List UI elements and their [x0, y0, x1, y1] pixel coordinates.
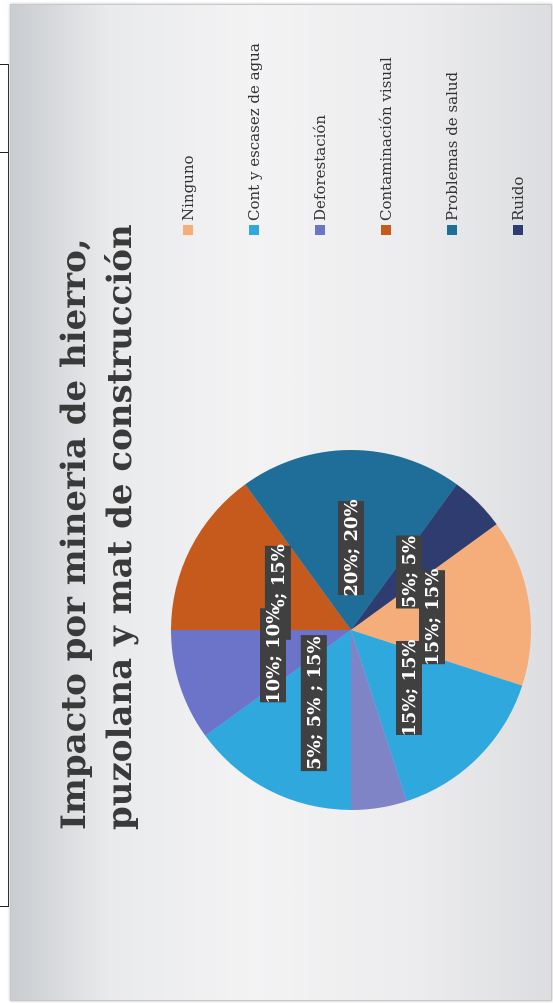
pie-slice — [171, 484, 351, 630]
pie-slice — [351, 630, 407, 810]
legend-swatch — [183, 225, 193, 235]
data-label-text: 15%; 15% — [422, 569, 443, 666]
legend-label: Contaminación visual — [377, 57, 395, 221]
data-label-box — [396, 535, 422, 609]
data-label: 10%; 10% — [260, 607, 286, 704]
data-label-box — [419, 570, 445, 665]
data-label: 15%; 15% — [396, 639, 422, 737]
slide-panel: Impacto por mineria de hierro, puzolana … — [10, 4, 552, 1001]
data-label-box — [300, 635, 327, 772]
frame-line-top — [0, 64, 9, 65]
chart-title-line-1: Impacto por mineria de hierro, — [54, 238, 94, 830]
legend-item-ruido: Ruido — [509, 177, 527, 235]
data-label-box — [338, 501, 364, 595]
pie-slice — [351, 484, 497, 630]
frame-line-left — [8, 64, 9, 906]
legend-swatch — [447, 225, 457, 235]
legend-label: Ninguno — [179, 155, 197, 221]
data-label: 20%; 20% — [338, 499, 364, 597]
legend-label: Cont y escasez de agua — [245, 43, 263, 221]
data-label-text: 10%; 10% — [263, 607, 284, 704]
data-label: 15%; 15% — [419, 569, 445, 666]
data-label-box — [396, 641, 422, 735]
data-label-text: 20%; 20% — [341, 499, 362, 596]
legend-swatch — [249, 225, 259, 235]
chart-title: Impacto por mineria de hierro, puzolana … — [51, 40, 143, 830]
legend-item-contaminacion-visual: Contaminación visual — [377, 57, 395, 235]
legend-item-deforestacion: Deforestación — [311, 115, 329, 235]
rotated-slide: Impacto por mineria de hierro, puzolana … — [11, 5, 551, 1000]
data-label-text: 15%; 15% — [399, 639, 420, 736]
legend-item-ninguno: Ninguno — [179, 155, 197, 235]
frame-line-middle — [0, 152, 9, 153]
legend-label: Problemas de salud — [443, 71, 461, 221]
legend-item-cont-agua: Cont y escasez de agua — [245, 43, 263, 235]
data-label: 5%; 5% ; 15% — [300, 635, 327, 772]
frame-line-bottom — [0, 906, 9, 907]
data-label-text: 5%; 5% ; 15% — [304, 636, 325, 770]
pie-chart: 15%; 15% 20%; 20% 5%; 5% 15%; 15%15%; 15%5%… — [171, 450, 531, 810]
data-label-box — [260, 608, 286, 703]
pie-slice — [351, 630, 523, 802]
legend-swatch — [513, 225, 523, 235]
data-label: 5%; 5% — [396, 535, 422, 609]
legend-swatch — [315, 225, 325, 235]
legend-item-problemas-salud: Problemas de salud — [443, 72, 461, 235]
data-label-text: 5%; 5% — [399, 536, 420, 608]
legend-label: Ruido — [509, 176, 527, 221]
chart-title-line-2: puzolana y mat de construcción — [100, 224, 140, 830]
legend-label: Deforestación — [311, 114, 329, 221]
legend-swatch — [381, 225, 391, 235]
